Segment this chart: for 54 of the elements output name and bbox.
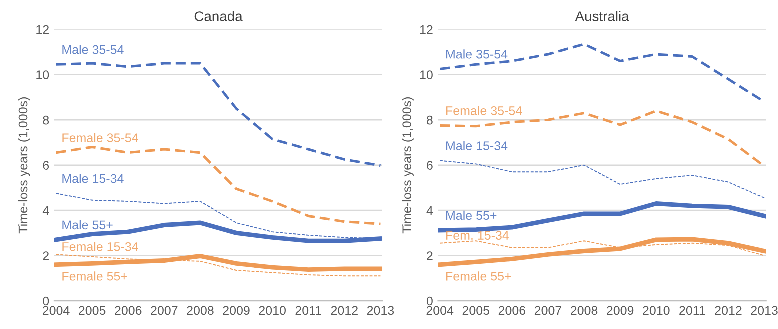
x-tick-label: 2006 <box>115 306 142 316</box>
y-axis-title: Time-loss years (1,000s) <box>402 98 414 234</box>
x-tick-label: 2005 <box>79 306 106 316</box>
x-tick-label: 2008 <box>571 306 598 316</box>
x-tick-label: 2008 <box>187 306 214 316</box>
series-label: Female 55+ <box>446 272 512 281</box>
x-tick-label: 2009 <box>607 306 634 316</box>
x-tick-label: 2012 <box>715 306 742 316</box>
y-tick-label: 12 <box>36 25 49 34</box>
x-tick-label: 2005 <box>462 306 490 316</box>
line-series <box>55 62 382 168</box>
series-label: Female 35-54 <box>62 133 138 142</box>
line-series <box>438 202 766 233</box>
series-label: Male 35-54 <box>446 50 508 59</box>
y-axis-title: Time-loss years (1,000s) <box>18 98 30 234</box>
y-tick-label: 4 <box>42 206 50 216</box>
line-series <box>440 160 766 199</box>
chart-title: Australia <box>575 11 630 22</box>
x-tick-label: 2007 <box>534 306 562 316</box>
x-tick-label: 2009 <box>223 306 250 316</box>
x-tick-label: 2007 <box>151 306 178 316</box>
x-tick-label: 2010 <box>259 306 286 316</box>
line-series <box>54 254 383 272</box>
x-tick-label: 2004 <box>42 306 70 316</box>
x-tick-label: 2010 <box>643 306 670 316</box>
x-tick-label: 2004 <box>426 306 454 316</box>
chart-title: Canada <box>194 11 243 22</box>
x-tick-label: 2011 <box>680 306 706 316</box>
y-tick-label: 10 <box>36 70 50 80</box>
y-tick-label: 6 <box>427 161 433 170</box>
series-label: Male 15-34 <box>446 141 508 150</box>
x-tick-label: 2013 <box>751 306 778 316</box>
series-label: Fem. 15-34 <box>446 231 510 240</box>
series-label: Male 15-34 <box>62 174 124 184</box>
y-tick-label: 0 <box>426 296 433 306</box>
y-tick-label: 8 <box>43 116 50 125</box>
series-label: Female 35-54 <box>446 106 522 116</box>
series-label: Male 55+ <box>446 210 497 220</box>
x-tick-label: 2011 <box>296 306 322 316</box>
y-tick-label: 2 <box>43 252 49 260</box>
series-label: Female 55+ <box>62 272 128 281</box>
series-label: Male 55+ <box>62 220 113 230</box>
y-tick-label: 4 <box>426 206 434 216</box>
series-label: Female 15-34 <box>62 242 138 252</box>
y-tick-label: 0 <box>43 296 50 306</box>
y-tick-label: 8 <box>427 116 433 125</box>
x-tick-label: 2013 <box>367 306 394 316</box>
y-tick-label: 10 <box>420 70 433 80</box>
y-tick-label: 2 <box>427 252 433 260</box>
series-label: Male 35-54 <box>62 45 124 54</box>
y-tick-label: 12 <box>420 25 433 34</box>
x-tick-label: 2012 <box>331 306 358 316</box>
y-tick-label: 6 <box>43 161 50 170</box>
x-tick-label: 2006 <box>498 306 526 316</box>
